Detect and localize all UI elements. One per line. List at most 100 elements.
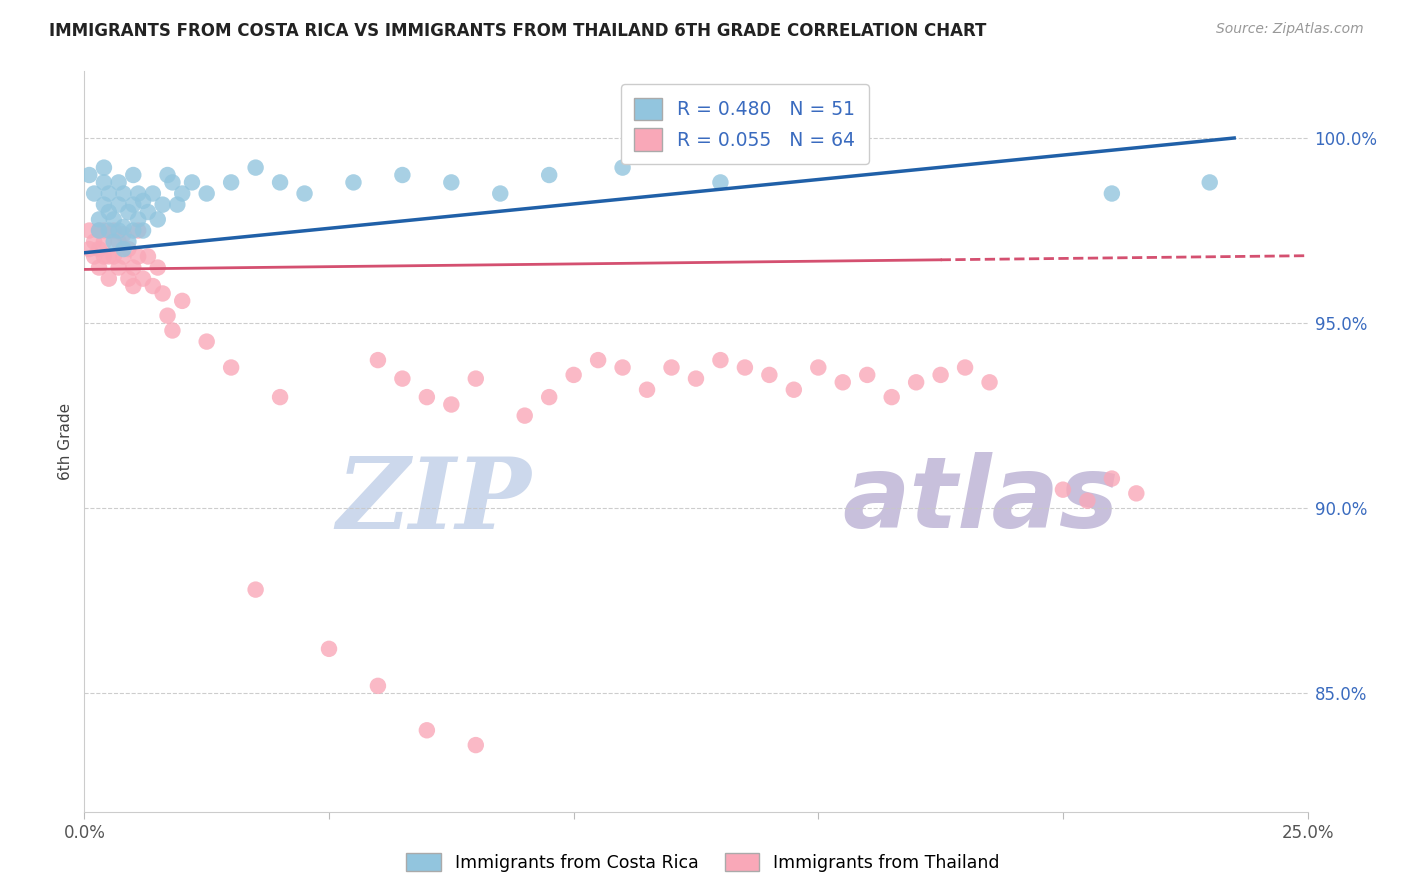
- Point: [87, 223, 110, 237]
- Point: [612, 360, 634, 375]
- Point: [367, 353, 389, 368]
- Point: [97, 223, 120, 237]
- Y-axis label: 6th Grade: 6th Grade: [58, 403, 73, 480]
- Point: [416, 390, 439, 404]
- Point: [87, 242, 110, 256]
- Point: [146, 212, 169, 227]
- Point: [103, 212, 125, 227]
- Point: [636, 383, 658, 397]
- Point: [103, 223, 125, 237]
- Point: [709, 353, 731, 368]
- Point: [93, 235, 115, 249]
- Point: [1125, 486, 1147, 500]
- Point: [77, 168, 100, 182]
- Point: [685, 371, 707, 385]
- Point: [93, 161, 115, 175]
- Point: [856, 368, 879, 382]
- Point: [117, 271, 139, 285]
- Point: [117, 205, 139, 219]
- Point: [112, 219, 135, 234]
- Text: IMMIGRANTS FROM COSTA RICA VS IMMIGRANTS FROM THAILAND 6TH GRADE CORRELATION CHA: IMMIGRANTS FROM COSTA RICA VS IMMIGRANTS…: [49, 22, 987, 40]
- Point: [122, 223, 145, 237]
- Point: [136, 205, 159, 219]
- Point: [1198, 175, 1220, 189]
- Point: [93, 223, 115, 237]
- Point: [132, 194, 155, 208]
- Point: [391, 371, 413, 385]
- Point: [107, 223, 129, 237]
- Legend: R = 0.480   N = 51, R = 0.055   N = 64: R = 0.480 N = 51, R = 0.055 N = 64: [621, 85, 869, 164]
- Point: [489, 186, 512, 201]
- Point: [122, 168, 145, 182]
- Point: [122, 197, 145, 211]
- Point: [166, 197, 188, 211]
- Point: [195, 334, 218, 349]
- Point: [831, 376, 853, 390]
- Point: [93, 249, 115, 263]
- Point: [127, 223, 149, 237]
- Point: [269, 175, 291, 189]
- Point: [117, 235, 139, 249]
- Point: [807, 360, 830, 375]
- Point: [156, 309, 179, 323]
- Point: [97, 186, 120, 201]
- Point: [269, 390, 291, 404]
- Point: [136, 249, 159, 263]
- Point: [87, 212, 110, 227]
- Point: [162, 323, 184, 337]
- Point: [122, 260, 145, 275]
- Point: [758, 368, 780, 382]
- Point: [107, 235, 129, 249]
- Point: [83, 235, 105, 249]
- Point: [783, 383, 806, 397]
- Point: [219, 360, 242, 375]
- Point: [142, 279, 165, 293]
- Point: [103, 235, 125, 249]
- Point: [122, 279, 145, 293]
- Point: [112, 227, 135, 242]
- Point: [464, 371, 486, 385]
- Point: [156, 168, 179, 182]
- Point: [1101, 471, 1123, 485]
- Point: [97, 205, 120, 219]
- Point: [97, 249, 120, 263]
- Point: [112, 242, 135, 256]
- Point: [132, 223, 155, 237]
- Point: [1076, 493, 1098, 508]
- Point: [127, 212, 149, 227]
- Point: [107, 197, 129, 211]
- Point: [93, 175, 115, 189]
- Text: Source: ZipAtlas.com: Source: ZipAtlas.com: [1216, 22, 1364, 37]
- Point: [181, 175, 204, 189]
- Point: [195, 186, 218, 201]
- Point: [513, 409, 536, 423]
- Point: [132, 271, 155, 285]
- Point: [152, 197, 174, 211]
- Point: [127, 186, 149, 201]
- Point: [107, 175, 129, 189]
- Point: [929, 368, 952, 382]
- Text: ZIP: ZIP: [336, 452, 531, 549]
- Point: [294, 186, 316, 201]
- Point: [152, 286, 174, 301]
- Legend: Immigrants from Costa Rica, Immigrants from Thailand: Immigrants from Costa Rica, Immigrants f…: [399, 847, 1007, 879]
- Point: [440, 397, 463, 411]
- Point: [586, 353, 609, 368]
- Point: [734, 360, 756, 375]
- Point: [172, 186, 194, 201]
- Point: [661, 360, 683, 375]
- Point: [538, 390, 561, 404]
- Point: [146, 260, 169, 275]
- Point: [117, 242, 139, 256]
- Point: [1101, 186, 1123, 201]
- Point: [342, 175, 364, 189]
- Text: atlas: atlas: [842, 452, 1119, 549]
- Point: [807, 149, 830, 163]
- Point: [979, 376, 1001, 390]
- Point: [107, 260, 129, 275]
- Point: [87, 223, 110, 237]
- Point: [172, 293, 194, 308]
- Point: [318, 641, 340, 656]
- Point: [83, 249, 105, 263]
- Point: [112, 249, 135, 263]
